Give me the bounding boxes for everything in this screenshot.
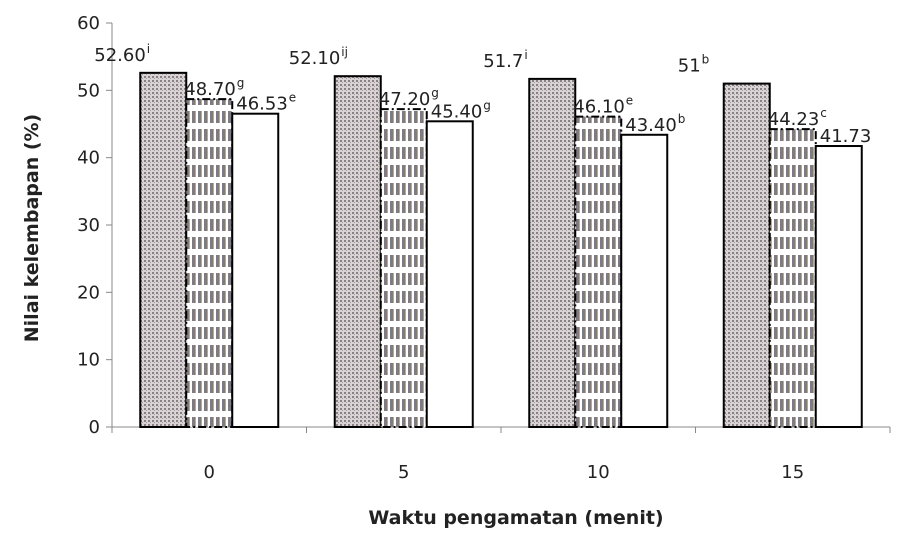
data-label: 46.10e [573, 94, 633, 118]
data-label: 52.10ij [289, 45, 348, 69]
data-label: 52.60i [94, 42, 150, 66]
data-label: 43.40b [625, 112, 685, 136]
y-tick-label: 40 [77, 148, 100, 169]
bar [768, 128, 817, 428]
data-label: 47.20g [379, 86, 439, 110]
y-tick-label: 30 [77, 215, 100, 236]
bar [333, 75, 382, 429]
bar [528, 77, 577, 429]
data-label: 51b [678, 53, 710, 77]
data-label: 41.73 [820, 126, 872, 147]
y-tick-label: 0 [89, 417, 100, 438]
data-label: 46.53e [236, 91, 296, 115]
x-axis-title: Waktu pengamatan (menit) [368, 507, 663, 529]
bar [379, 108, 428, 428]
bar [620, 133, 669, 428]
x-tick-label: 10 [587, 462, 610, 483]
x-tick-label: 15 [781, 462, 804, 483]
data-label: 44.23c [768, 106, 827, 130]
chart-bars [139, 71, 863, 429]
data-label: 48.70g [184, 76, 244, 100]
bar [722, 82, 771, 428]
x-tick-label: 0 [204, 462, 215, 483]
data-label: 45.40g [431, 98, 491, 122]
y-tick-label: 50 [77, 80, 100, 101]
y-tick-label: 20 [77, 282, 100, 303]
bar [814, 145, 863, 428]
y-tick-label: 10 [77, 350, 100, 371]
bar [139, 71, 188, 429]
chart-axes: 0 10 20 30 40 50 60 0 5 10 15 [77, 13, 891, 483]
bar [185, 98, 234, 428]
bar [574, 115, 623, 429]
y-tick-label: 60 [77, 13, 100, 34]
x-tick-label: 5 [398, 462, 409, 483]
chart-data-labels: 52.60i 52.10ij 51.7i51b48.70g47.20g46.10e4… [94, 42, 871, 147]
y-axis-title: Nilai kelembapan (%) [21, 114, 43, 342]
data-label: 51.7i [483, 48, 527, 72]
bar [425, 120, 474, 428]
bar [231, 112, 280, 428]
